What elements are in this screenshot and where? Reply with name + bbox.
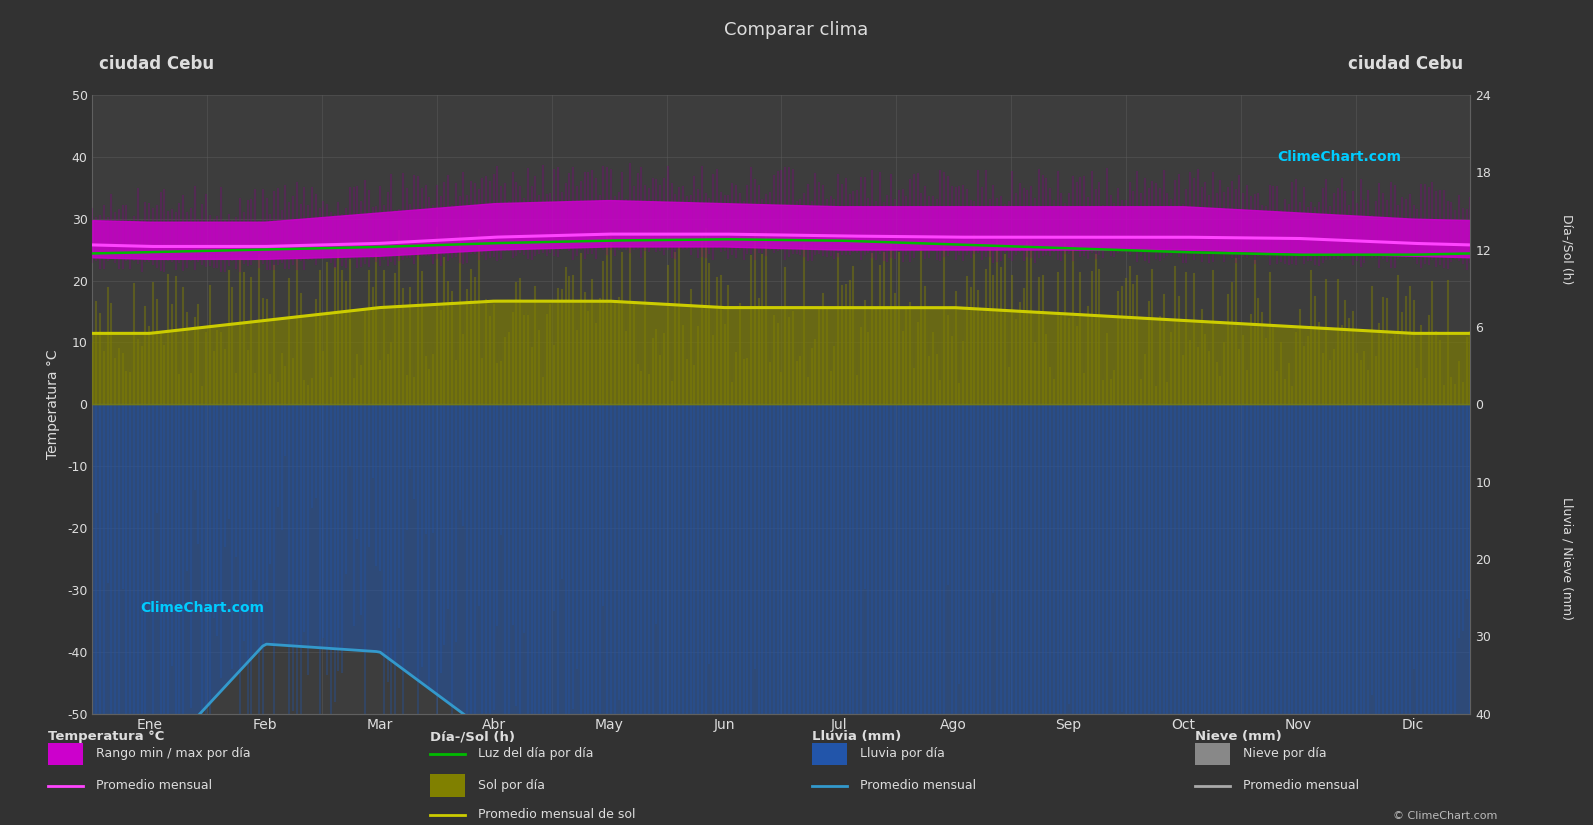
Text: Luz del día por día: Luz del día por día [478, 747, 594, 761]
Text: ClimeChart.com: ClimeChart.com [140, 601, 264, 615]
Text: Temperatura °C: Temperatura °C [48, 730, 164, 743]
Text: Nieve por día: Nieve por día [1243, 747, 1325, 761]
Bar [48, 742, 83, 766]
Text: Comparar clima: Comparar clima [725, 21, 868, 39]
Bar [1195, 742, 1230, 766]
Text: Lluvia / Nieve (mm): Lluvia / Nieve (mm) [1560, 497, 1574, 620]
Text: Sol por día: Sol por día [478, 780, 545, 792]
Text: © ClimeChart.com: © ClimeChart.com [1392, 811, 1497, 821]
Text: Promedio mensual: Promedio mensual [860, 780, 977, 792]
Text: ciudad Cebu: ciudad Cebu [1348, 55, 1464, 73]
Text: Promedio mensual: Promedio mensual [1243, 780, 1359, 792]
Y-axis label: Temperatura °C: Temperatura °C [46, 350, 61, 459]
Bar [430, 775, 465, 797]
Text: Promedio mensual de sol: Promedio mensual de sol [478, 808, 636, 821]
Text: Nieve (mm): Nieve (mm) [1195, 730, 1281, 743]
Text: Promedio mensual: Promedio mensual [96, 780, 212, 792]
Text: Lluvia por día: Lluvia por día [860, 747, 945, 761]
Bar [812, 742, 847, 766]
Text: ciudad Cebu: ciudad Cebu [99, 55, 215, 73]
Text: Día-/Sol (h): Día-/Sol (h) [1560, 214, 1574, 285]
Text: Rango min / max por día: Rango min / max por día [96, 747, 250, 761]
Text: Día-/Sol (h): Día-/Sol (h) [430, 730, 515, 743]
Text: Lluvia (mm): Lluvia (mm) [812, 730, 902, 743]
Text: ClimeChart.com: ClimeChart.com [1278, 150, 1402, 163]
